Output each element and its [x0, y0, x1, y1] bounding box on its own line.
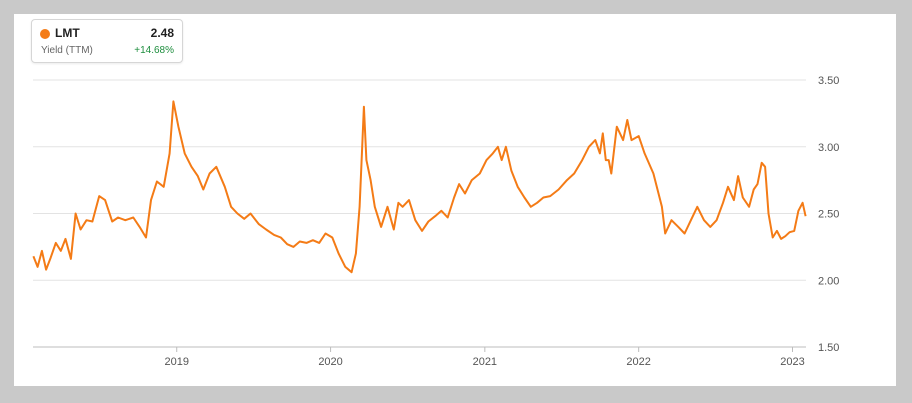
x-tick-label: 2022 — [626, 356, 650, 368]
chart-card — [14, 14, 896, 386]
current-value: 2.48 — [150, 26, 174, 40]
ticker-symbol: LMT — [55, 26, 80, 40]
y-axis: 3.50 3.00 2.50 2.00 1.50 — [818, 75, 839, 354]
x-axis: 2019 2020 2021 2022 2023 — [164, 347, 805, 368]
y-tick-label: 3.00 — [818, 142, 839, 154]
percent-change: +14.68% — [134, 45, 174, 56]
y-tick-label: 1.50 — [818, 342, 839, 354]
x-tick-label: 2021 — [473, 356, 497, 368]
x-tick-label: 2023 — [780, 356, 804, 368]
series-line-lmt[interactable] — [32, 100, 807, 274]
y-tick-label: 2.50 — [818, 209, 839, 221]
x-tick-label: 2019 — [164, 356, 188, 368]
series-layer — [32, 100, 807, 274]
y-tick-label: 2.00 — [818, 275, 839, 287]
legend-box[interactable]: LMT 2.48 Yield (TTM) +14.68% — [31, 19, 183, 63]
x-tick-label: 2020 — [318, 356, 342, 368]
series-color-dot — [40, 29, 50, 39]
gridlines — [33, 79, 806, 348]
metric-label: Yield (TTM) — [41, 45, 93, 56]
y-tick-label: 3.50 — [818, 75, 839, 87]
